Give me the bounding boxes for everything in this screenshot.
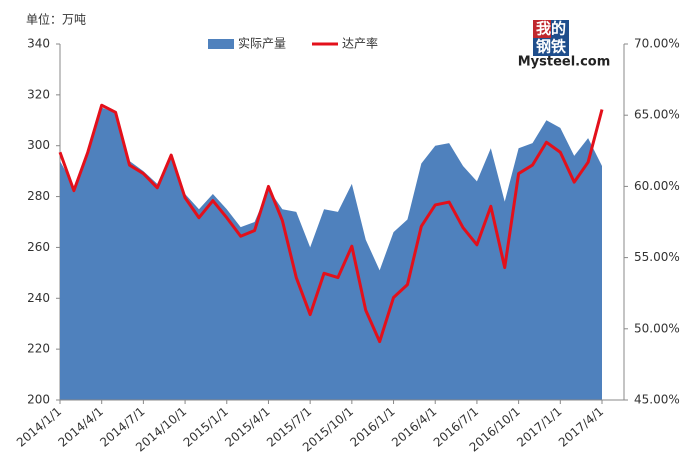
logo-box [551,20,569,38]
logo: 我的 钢铁 Mysteel.com [518,20,611,70]
y-tick-label: 300 [27,138,50,152]
y-axis-label: 单位：万吨 [26,12,86,27]
legend-label: 达产率 [342,36,378,51]
x-tick-label: 2014/1/1 [14,404,64,449]
legend-label: 实际产量 [238,36,286,51]
logo-top: 我的 [536,20,566,38]
x-tick-label: 2017/1/1 [514,404,564,449]
y2-tick-label: 70.00% [634,37,680,51]
area-series [60,107,602,401]
y-tick-label: 240 [27,291,50,305]
x-tick-label: 2016/1/1 [347,404,397,449]
logo-middle: 钢铁 [536,38,566,56]
line-series [58,103,604,344]
x-tick-label: 2014/4/1 [56,404,106,449]
y-tick-label: 340 [27,37,50,51]
y-tick-label: 220 [27,342,50,356]
y-tick-label: 320 [27,87,50,101]
y2-tick-label: 60.00% [634,179,680,193]
y-tick-label: 200 [27,393,50,407]
logo-box [533,38,569,56]
y2-tick-label: 45.00% [634,393,680,407]
logo-bottom: Mysteel.com [518,55,611,70]
logo-box [533,20,551,38]
y-tick-label: 260 [27,240,50,254]
x-tick-label: 2015/1/1 [181,404,231,449]
x-tick-label: 2015/4/1 [222,404,272,449]
y-tick-label: 280 [27,189,50,203]
y2-tick-label: 55.00% [634,250,680,264]
y2-tick-label: 50.00% [634,321,680,335]
legend-swatch [208,39,234,49]
x-tick-label: 2017/4/1 [556,404,606,449]
y2-tick-label: 65.00% [634,108,680,122]
x-tick-label: 2016/4/1 [389,404,439,449]
